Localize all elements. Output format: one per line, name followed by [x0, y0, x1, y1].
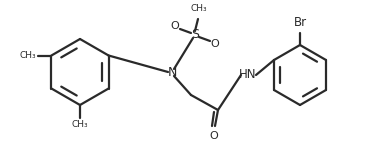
Text: O: O: [210, 131, 219, 141]
Text: CH₃: CH₃: [20, 51, 37, 60]
Text: CH₃: CH₃: [191, 4, 207, 13]
Text: O: O: [210, 39, 219, 49]
Text: HN: HN: [239, 69, 257, 82]
Text: Br: Br: [294, 16, 307, 29]
Text: S: S: [191, 29, 199, 42]
Text: CH₃: CH₃: [72, 120, 88, 129]
Text: O: O: [171, 21, 179, 31]
Text: N: N: [167, 66, 177, 78]
